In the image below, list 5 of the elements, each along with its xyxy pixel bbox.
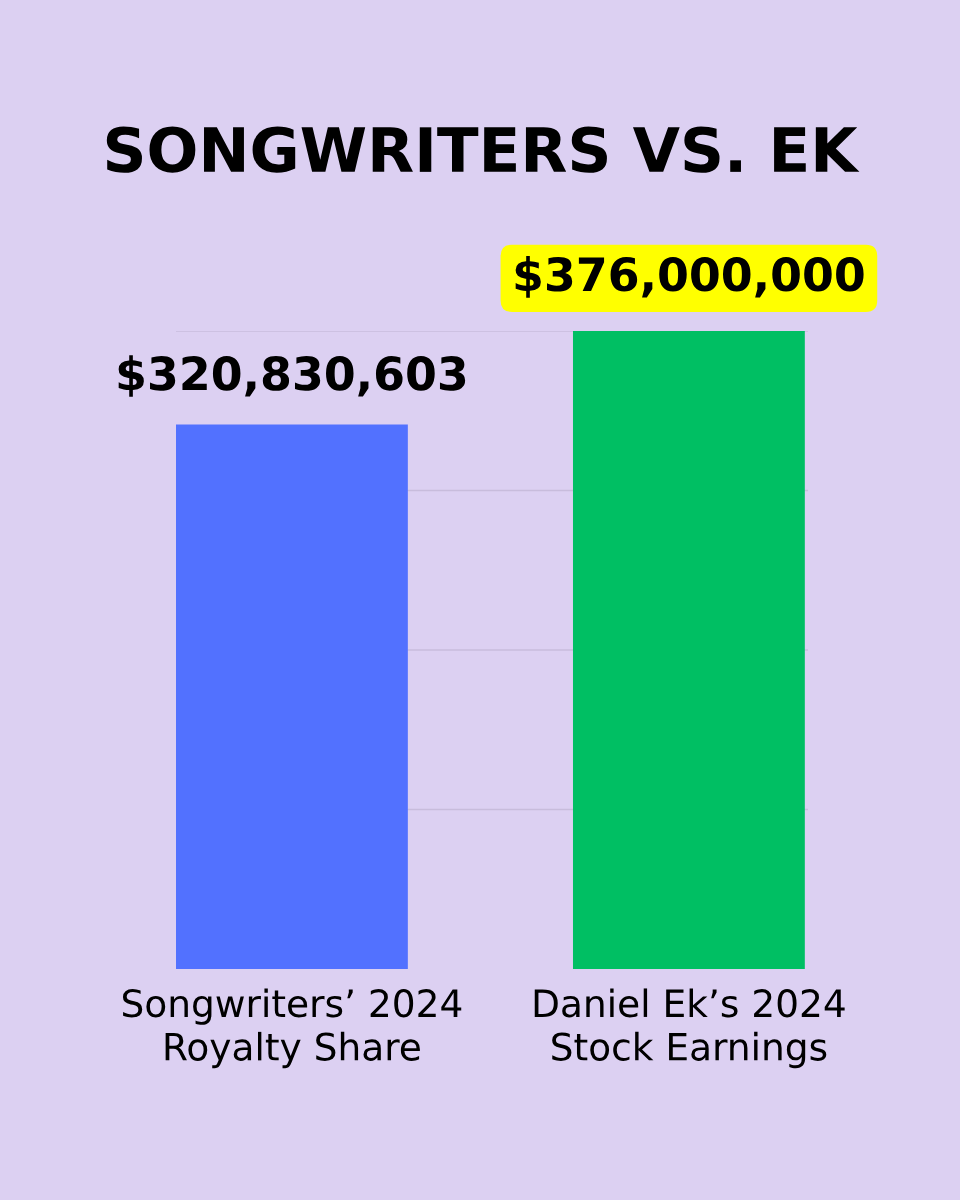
data-label: $376,000,000 — [515, 256, 864, 298]
chart-title: SONGWRITERS VS. EK — [106, 126, 860, 173]
x-tick-label: Songwriters’ 2024 Royalty Share — [122, 988, 462, 1069]
x-tick-label: Daniel Ek’s 2024 Stock Earnings — [534, 988, 845, 1069]
data-label: $320,830,603 — [118, 355, 466, 397]
